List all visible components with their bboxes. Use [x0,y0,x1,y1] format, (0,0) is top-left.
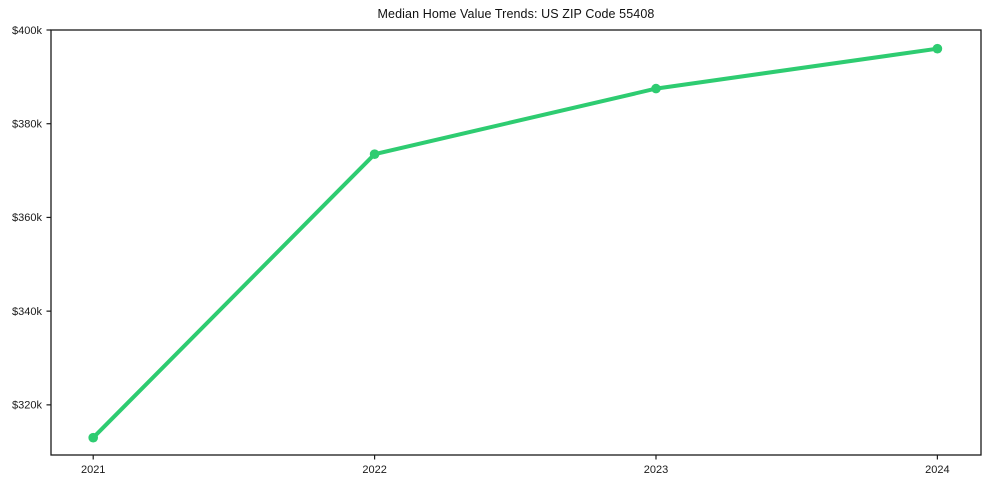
y-tick-label: $340k [12,306,42,318]
data-points [88,43,943,443]
data-point-marker [369,149,380,159]
x-tick-label: 2022 [362,464,386,476]
x-tick-label: 2024 [925,464,949,476]
plot-border [50,29,982,456]
y-axis-ticks: $320k $340k $360k $380k $400k [12,25,51,412]
x-tick-label: 2023 [644,464,668,476]
y-tick-label: $380k [12,119,42,131]
data-point-marker [88,432,98,443]
y-tick-label: $360k [12,212,42,224]
y-tick-label: $400k [12,25,42,37]
data-point-marker [651,83,661,94]
y-tick-label: $320k [12,400,42,412]
data-line [91,46,940,440]
data-point-marker [932,43,943,54]
x-axis-ticks: 2021 2022 2023 2024 [81,455,950,476]
chart-title: Median Home Value Trends: US ZIP Code 55… [377,7,655,21]
x-tick-label: 2021 [81,464,105,476]
